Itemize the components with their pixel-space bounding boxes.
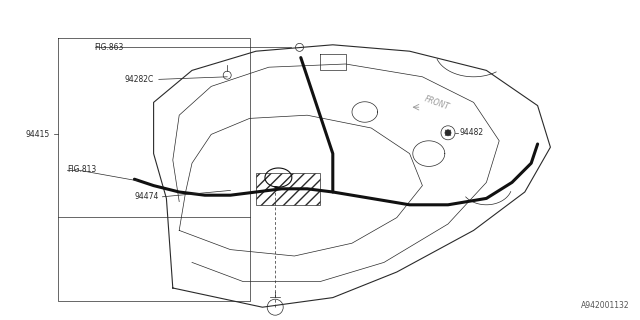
Circle shape bbox=[441, 126, 455, 140]
Text: FRONT: FRONT bbox=[424, 94, 451, 112]
Text: FIG.863: FIG.863 bbox=[95, 43, 124, 52]
Text: 94474: 94474 bbox=[134, 192, 159, 201]
Text: FIG.813: FIG.813 bbox=[67, 165, 97, 174]
Text: 94282C: 94282C bbox=[125, 75, 154, 84]
Text: 94415: 94415 bbox=[26, 130, 50, 139]
Circle shape bbox=[445, 130, 451, 136]
Text: A942001132: A942001132 bbox=[581, 301, 630, 310]
Text: 94482: 94482 bbox=[460, 128, 484, 137]
